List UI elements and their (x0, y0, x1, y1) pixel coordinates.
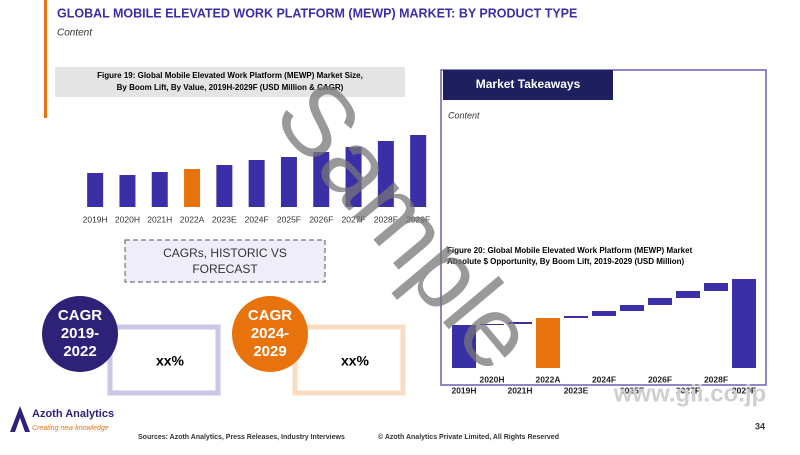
cagr-period: 2019- (61, 325, 99, 342)
cagr-circle (232, 296, 308, 372)
cagr-value-box (107, 324, 221, 396)
accent-bar (44, 0, 47, 118)
x-tick-label: 2023E (564, 385, 589, 395)
logo-tagline: Creating new knowledge (32, 425, 109, 432)
x-tick-label: 2029F (732, 385, 756, 395)
bar (280, 157, 297, 207)
bar-chart: 2019H 2020H 2021H 2022A 2023E 2024F 2025F 2026F… (83, 135, 430, 224)
waterfall-bar (452, 325, 476, 368)
page-number: 34 (755, 421, 765, 431)
x-tick-label: 2020H (479, 374, 504, 384)
x-tick-label: 2020H (115, 214, 140, 224)
cagr-label: CAGR (248, 307, 292, 324)
site-watermark: www.gii.co.jp (613, 380, 766, 407)
x-tick-label: 2024F (245, 214, 269, 224)
waterfall-bar (480, 324, 504, 325)
cagr-value: xx% (341, 353, 370, 369)
x-tick-label: 2025F (620, 385, 644, 395)
x-tick-label: 2022A (535, 374, 560, 384)
x-tick-label: 2023E (212, 214, 237, 224)
footer-copyright: © Azoth Analytics Private Limited, All R… (378, 433, 559, 441)
x-tick-label: 2024F (592, 374, 616, 384)
logo-icon (10, 406, 30, 432)
cagr-box-text: FORECAST (192, 262, 258, 276)
x-tick-label: 2021H (507, 385, 532, 395)
x-tick-label: 2028F (374, 214, 398, 224)
bar (216, 165, 233, 207)
waterfall-bar (676, 291, 700, 298)
figure-title: Absolute $ Opportunity, By Boom Lift, 20… (447, 257, 685, 266)
bar (248, 160, 265, 207)
bar (151, 172, 168, 207)
takeaways-header (443, 70, 613, 100)
waterfall-bar (704, 283, 728, 291)
figure-title: By Boom Lift, By Value, 2019H-2029F (USD… (117, 83, 344, 92)
waterfall-bar (620, 305, 644, 311)
waterfall-bar (564, 316, 588, 318)
cagr-period: 2022 (63, 343, 96, 360)
waterfall-bar (536, 318, 560, 368)
bar (87, 173, 104, 207)
waterfall-bar (648, 298, 672, 305)
x-tick-label: 2021H (147, 214, 172, 224)
x-tick-label: 2025F (277, 214, 301, 224)
x-tick-label: 2027F (676, 385, 700, 395)
x-tick-label: 2019H (83, 214, 108, 224)
bar (345, 147, 362, 207)
figure-title-box (55, 67, 405, 97)
figure-title: Figure 20: Global Mobile Elevated Work P… (447, 246, 693, 255)
logo-name: Azoth Analytics (32, 408, 114, 420)
cagr-box (124, 239, 326, 283)
x-tick-label: 2027F (341, 214, 365, 224)
waterfall-bar (508, 322, 532, 324)
footer-sources: Sources: Azoth Analytics, Press Releases… (138, 434, 345, 441)
bar (184, 169, 201, 207)
cagr-box-text: CAGRs, HISTORIC VS (163, 246, 287, 260)
takeaways-content: Content (448, 110, 480, 120)
cagr-period: 2024- (251, 325, 289, 342)
cagr-circle (42, 296, 118, 372)
x-tick-label: 2022A (180, 214, 205, 224)
x-tick-label: 2026F (648, 374, 672, 384)
cagr-value: xx% (156, 353, 185, 369)
bar (313, 152, 330, 207)
page-subtitle: Content (57, 28, 93, 39)
cagr-period: 2029 (253, 343, 286, 360)
takeaways-title: Market Takeaways (476, 77, 581, 91)
bar (377, 141, 394, 207)
page-title: GLOBAL MOBILE ELEVATED WORK PLATFORM (ME… (57, 6, 577, 20)
figure-title: Figure 19: Global Mobile Elevated Work P… (97, 71, 363, 80)
bar (119, 175, 136, 207)
bar (410, 135, 427, 207)
waterfall-bar (732, 279, 756, 368)
x-tick-label: 2028F (704, 374, 728, 384)
x-tick-label: 2026F (309, 214, 333, 224)
x-tick-label: 2029F (406, 214, 430, 224)
x-tick-label: 2019H (451, 385, 476, 395)
waterfall-bar (592, 311, 616, 316)
cagr-label: CAGR (58, 307, 102, 324)
